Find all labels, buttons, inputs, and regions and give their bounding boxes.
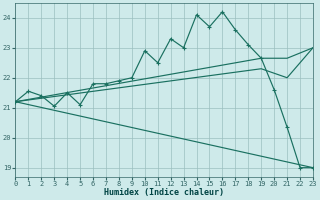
X-axis label: Humidex (Indice chaleur): Humidex (Indice chaleur)	[104, 188, 224, 197]
